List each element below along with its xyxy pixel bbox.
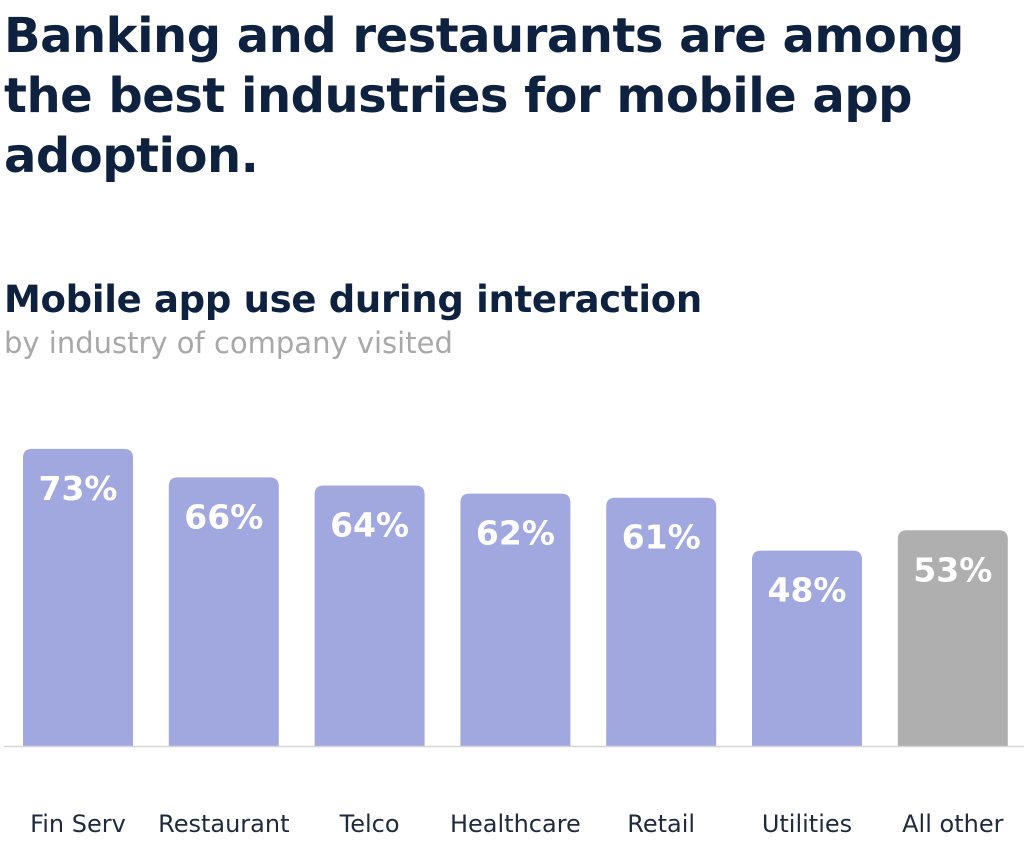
chart-subtitle: by industry of company visited [4,326,453,360]
value-label: 53% [913,550,992,589]
bar-telco [314,485,425,746]
bar-fin-serv [23,448,133,746]
bar-all-other [897,530,1008,746]
headline: Banking and restaurants are among the be… [4,8,964,184]
bar-utilities [752,550,862,746]
bar-restaurant [168,477,279,746]
value-label: 61% [622,518,701,557]
bar-retail [606,497,717,746]
category-label: Utilities [762,810,852,838]
category-label: Fin Serv [30,810,126,838]
category-label: Telco [339,810,400,838]
value-label: 48% [768,571,847,610]
value-label: 64% [330,506,409,545]
category-label: All other [902,810,1003,838]
category-label: Restaurant [158,810,289,838]
category-label: Healthcare [450,810,581,838]
category-label: Retail [627,810,695,838]
value-label: 62% [476,514,555,553]
value-label: 73% [39,469,118,508]
bar-healthcare [460,493,571,746]
chart-title: Mobile app use during interaction [4,278,702,321]
value-label: 66% [184,497,263,536]
